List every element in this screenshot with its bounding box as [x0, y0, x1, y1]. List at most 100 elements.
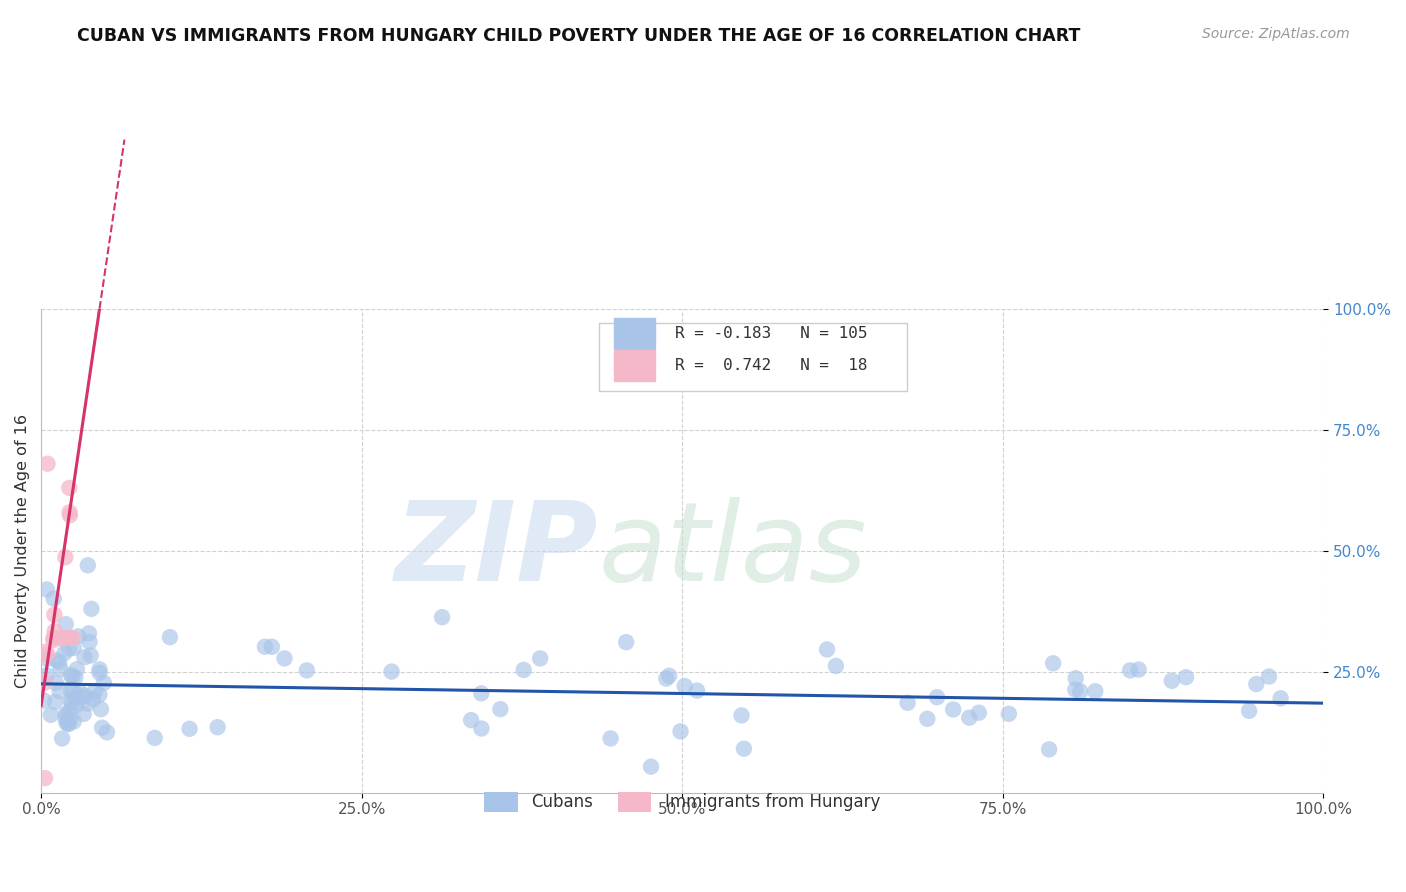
Point: [75, 689, 97, 703]
Point: [1064, 682, 1087, 697]
Point: [55, 715, 77, 730]
Point: [1084, 684, 1107, 698]
Point: [35, 582, 58, 597]
Point: [82, 692, 104, 706]
Point: [60, 683, 83, 698]
Point: [37, 652, 59, 666]
Point: [58, 641, 80, 656]
Point: [44, 695, 66, 709]
Point: [58, 716, 80, 731]
Point: [179, 722, 201, 736]
Legend: Cubans, Immigrants from Hungary: Cubans, Immigrants from Hungary: [478, 786, 887, 818]
Point: [53, 646, 76, 660]
Point: [51, 731, 73, 746]
Point: [67, 629, 90, 643]
Point: [55, 711, 77, 725]
Point: [381, 665, 404, 679]
Point: [34, 771, 56, 785]
Point: [957, 711, 980, 725]
Point: [32, 693, 55, 707]
Point: [686, 683, 709, 698]
Point: [42, 591, 65, 606]
Point: [39, 707, 62, 722]
Y-axis label: Child Poverty Under the Age of 16: Child Poverty Under the Age of 16: [15, 414, 30, 688]
Point: [96, 725, 118, 739]
Point: [73, 706, 96, 721]
Point: [640, 759, 662, 773]
Point: [65, 698, 87, 713]
Point: [65, 691, 87, 706]
Point: [90, 702, 112, 716]
Point: [76, 697, 98, 711]
Point: [62, 682, 84, 697]
Point: [1069, 684, 1091, 698]
Point: [93, 675, 115, 690]
Point: [917, 712, 939, 726]
Point: [73, 650, 96, 665]
Point: [655, 672, 678, 686]
Point: [253, 640, 276, 654]
Point: [159, 630, 181, 644]
Point: [59, 712, 82, 726]
Point: [59, 508, 82, 523]
Point: [35, 668, 58, 682]
Point: [51, 631, 73, 645]
Point: [470, 686, 492, 700]
Point: [897, 696, 920, 710]
Point: [80, 602, 103, 616]
Point: [76, 558, 98, 573]
Point: [63, 640, 86, 655]
Text: ZIP: ZIP: [395, 497, 599, 604]
Point: [730, 708, 752, 723]
Point: [48, 655, 70, 669]
Point: [825, 659, 848, 673]
Point: [65, 670, 87, 684]
Text: CUBAN VS IMMIGRANTS FROM HUNGARY CHILD POVERTY UNDER THE AGE OF 16 CORRELATION C: CUBAN VS IMMIGRANTS FROM HUNGARY CHILD P…: [77, 27, 1081, 45]
Text: R = -0.183   N = 105: R = -0.183 N = 105: [675, 326, 868, 341]
FancyBboxPatch shape: [599, 324, 907, 392]
Point: [295, 664, 318, 678]
Point: [1270, 691, 1292, 706]
Point: [260, 640, 283, 654]
Point: [430, 610, 453, 624]
Point: [91, 721, 114, 735]
Point: [58, 717, 80, 731]
Point: [89, 662, 111, 676]
Text: R =  0.742   N =  18: R = 0.742 N = 18: [675, 358, 868, 373]
Point: [460, 713, 482, 727]
Point: [45, 653, 67, 667]
Point: [489, 702, 512, 716]
Point: [1064, 671, 1087, 685]
Point: [70, 690, 93, 704]
Point: [143, 731, 166, 745]
Point: [66, 662, 89, 676]
Point: [1237, 704, 1260, 718]
Point: [998, 706, 1021, 721]
Point: [55, 617, 77, 632]
Point: [815, 642, 838, 657]
Point: [89, 688, 111, 702]
Point: [1160, 673, 1182, 688]
Point: [1175, 670, 1198, 684]
Point: [614, 635, 637, 649]
Point: [42, 632, 65, 647]
Point: [58, 705, 80, 719]
Point: [55, 631, 77, 645]
Point: [59, 693, 82, 707]
FancyBboxPatch shape: [614, 318, 655, 349]
Point: [59, 631, 82, 645]
Point: [62, 631, 84, 645]
Point: [79, 635, 101, 649]
Point: [37, 457, 59, 471]
Point: [60, 670, 83, 684]
Point: [44, 607, 66, 622]
Point: [273, 651, 295, 665]
Point: [673, 679, 696, 693]
Point: [1128, 663, 1150, 677]
Point: [512, 663, 534, 677]
Point: [49, 662, 72, 676]
Point: [1119, 664, 1142, 678]
Point: [62, 714, 84, 729]
Text: Source: ZipAtlas.com: Source: ZipAtlas.com: [1202, 27, 1350, 41]
Point: [35, 647, 58, 661]
